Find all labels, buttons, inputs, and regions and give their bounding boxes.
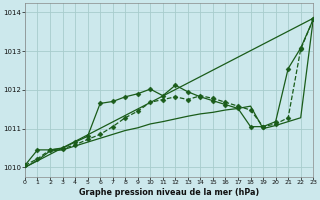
X-axis label: Graphe pression niveau de la mer (hPa): Graphe pression niveau de la mer (hPa) bbox=[79, 188, 259, 197]
